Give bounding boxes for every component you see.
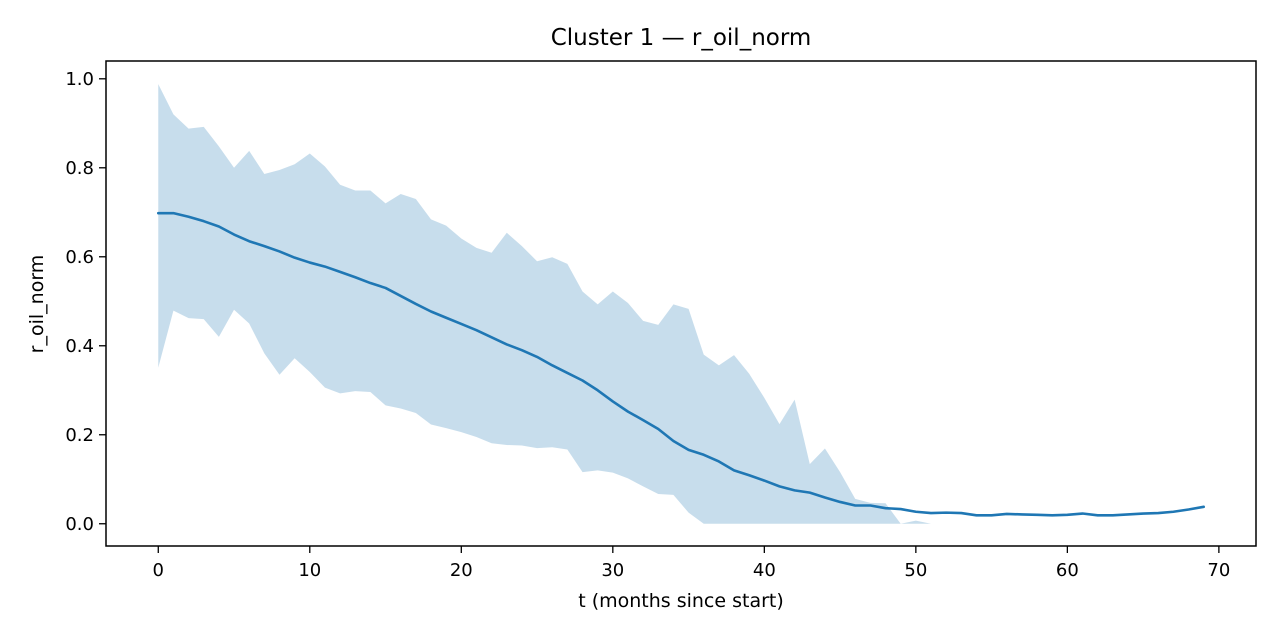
x-tick-label: 0 xyxy=(153,560,164,581)
x-tick-label: 30 xyxy=(601,560,624,581)
x-tick-label: 10 xyxy=(298,560,321,581)
y-axis: 0.0 0.2 0.4 0.6 0.8 1.0 xyxy=(65,69,106,535)
y-tick-label: 0.2 xyxy=(65,425,94,446)
std-band xyxy=(158,84,1204,524)
y-tick-label: 0.4 xyxy=(65,336,94,357)
x-axis-title: t (months since start) xyxy=(578,590,784,612)
y-tick-label: 0.8 xyxy=(65,158,94,179)
y-tick-label: 0.6 xyxy=(65,247,94,268)
x-tick-label: 40 xyxy=(753,560,776,581)
mean-line xyxy=(156,211,1206,517)
plot-frame xyxy=(105,60,1257,547)
x-tick-label: 20 xyxy=(450,560,473,581)
y-axis-title: r_oil_norm xyxy=(26,255,48,354)
x-axis: 0 10 20 30 40 50 60 70 xyxy=(153,546,1230,581)
plot-area xyxy=(156,84,1206,524)
x-tick-label: 60 xyxy=(1056,560,1079,581)
chart-title: Cluster 1 — r_oil_norm xyxy=(551,25,812,51)
y-tick-label: 1.0 xyxy=(65,69,94,90)
y-tick-label: 0.0 xyxy=(65,514,94,535)
x-tick-label: 70 xyxy=(1207,560,1230,581)
x-tick-label: 50 xyxy=(904,560,927,581)
